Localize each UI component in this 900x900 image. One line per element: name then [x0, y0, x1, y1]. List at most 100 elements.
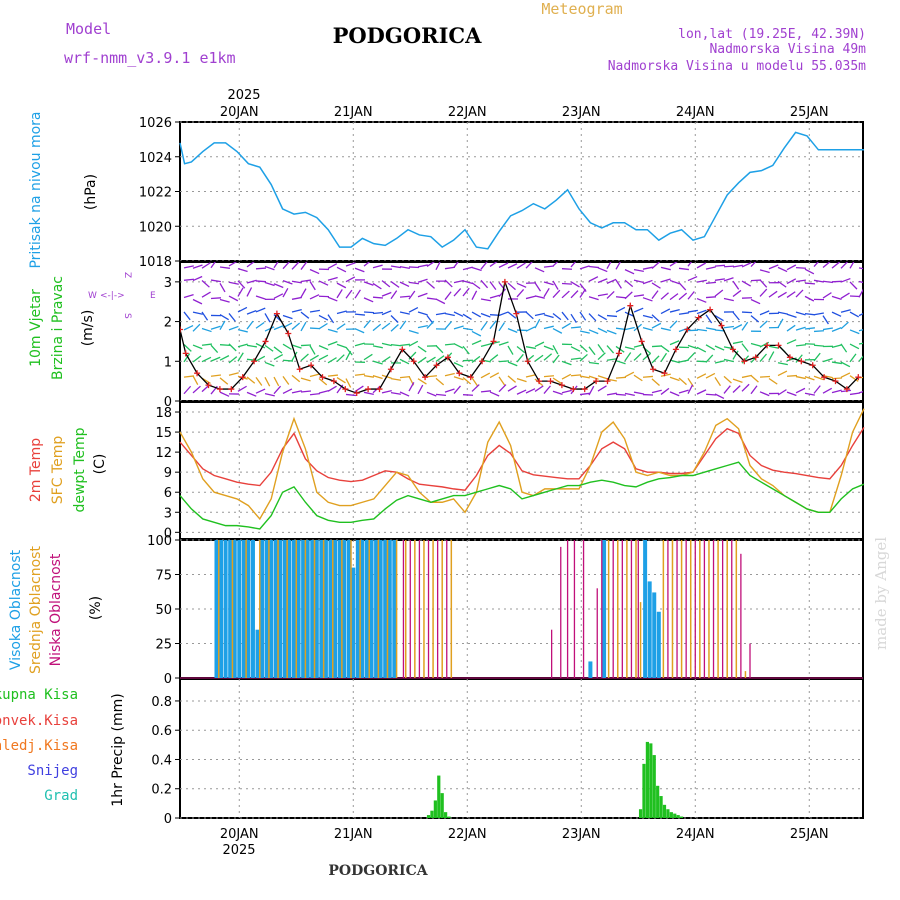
wind-arrow — [327, 314, 335, 324]
wind-arrow — [354, 267, 365, 273]
temp-ylabel2: SFC Temp — [50, 436, 66, 505]
wind-arrow — [588, 296, 599, 301]
wind-arrow — [210, 325, 221, 330]
wind-speed-point — [786, 354, 793, 361]
cloud-bar-high — [301, 540, 306, 678]
wind-arrow — [714, 264, 726, 267]
wind-arrow — [795, 326, 806, 331]
wind-arrow — [435, 393, 447, 396]
wind-arrow — [669, 376, 680, 382]
wind-arrow — [246, 309, 257, 315]
wind-arrow — [480, 279, 489, 289]
wind-arrow — [588, 385, 595, 396]
cloud-bar-high — [337, 540, 342, 678]
wind-arrow — [516, 288, 525, 298]
wind-arrow — [552, 328, 563, 334]
wind-arrow — [228, 281, 239, 285]
cloud-bar-high — [364, 540, 369, 678]
wind-arrow — [246, 279, 257, 284]
wind-arrow — [687, 384, 694, 395]
wind-arrow — [552, 313, 562, 321]
model-name: wrf-nmm_v3.9.1 e1km — [64, 49, 236, 67]
wind-arrow — [588, 313, 597, 322]
wind-arrow — [642, 326, 653, 331]
wind-arrow — [399, 358, 410, 365]
wind-arrow — [840, 292, 850, 299]
wind-arrow — [642, 297, 653, 302]
wind-arrow — [822, 280, 834, 284]
wind-arrow — [408, 382, 415, 392]
wind-speed-point — [330, 378, 337, 385]
wind-arrow — [246, 262, 255, 268]
wind-arrow — [543, 353, 553, 361]
y-tick-label: 6 — [164, 486, 172, 501]
wind-arrow — [309, 281, 316, 291]
precip-ylabel-text: 1hr Precip — [110, 736, 126, 807]
wind-arrow — [651, 282, 661, 289]
wind-arrow — [822, 262, 831, 268]
precip-bars — [426, 741, 684, 818]
wind-arrow — [309, 294, 320, 300]
wind-arrow — [741, 311, 753, 314]
wind-arrow — [687, 309, 698, 313]
wind-arrow — [219, 344, 231, 347]
wind-arrow — [534, 318, 541, 329]
wind-arrow — [264, 281, 275, 287]
wind-arrow — [822, 292, 832, 299]
wind-arrow — [498, 384, 507, 393]
wind-arrow — [246, 287, 253, 297]
wind-arrow — [723, 297, 734, 302]
wind-speed-point — [650, 366, 657, 373]
temp-ylabel3: dewpt Temp — [72, 427, 88, 512]
wind-arrow — [642, 375, 654, 378]
precip-bar — [437, 775, 441, 818]
precip-bar — [638, 809, 643, 818]
wind-arrow — [651, 262, 660, 269]
wind-arrow — [381, 280, 391, 288]
cloud-bar-high — [342, 540, 347, 678]
legend-item: Grad — [44, 788, 78, 804]
wind-arrow — [849, 392, 860, 396]
cloud-bar-high — [264, 540, 269, 678]
model-label: Model — [66, 20, 111, 38]
wind-arrow — [417, 292, 428, 298]
wind-arrow — [210, 297, 222, 300]
wind-arrow — [228, 262, 238, 267]
wind-speed-point — [399, 346, 406, 353]
wind-arrow — [444, 291, 452, 301]
wind-arrow — [723, 358, 734, 363]
wind-arrow — [732, 264, 743, 268]
wind-arrow — [696, 309, 707, 315]
wind-arrow — [390, 391, 401, 395]
wind-arrow — [327, 357, 337, 364]
wind-arrow — [660, 308, 671, 315]
wind-arrow — [192, 355, 202, 363]
wind-arrow — [255, 376, 263, 386]
wind-arrow — [237, 343, 248, 348]
wind-arrow — [615, 360, 626, 365]
wind-arrow — [471, 311, 482, 318]
wind-arrow — [660, 278, 671, 283]
wind-arrow — [597, 314, 608, 321]
wind-arrow — [633, 374, 643, 382]
wind-arrow — [561, 311, 569, 321]
wind-arrow — [696, 279, 707, 283]
wind-arrow — [291, 390, 302, 394]
wind-arrow — [462, 266, 473, 271]
wind-arrow — [588, 265, 600, 269]
wind-arrow — [336, 343, 347, 349]
wind-arrow — [345, 350, 352, 361]
wind-arrow — [732, 289, 742, 298]
wind-arrow — [525, 388, 536, 394]
wind-arrow — [354, 328, 365, 334]
wind-arrow — [813, 352, 821, 362]
wind-arrow — [399, 320, 407, 330]
cloud-bar-high — [260, 540, 265, 678]
wind-arrow — [732, 340, 743, 345]
wind-arrow — [219, 314, 229, 321]
wind-arrow — [390, 377, 401, 381]
compass-arrows: <-|-> — [100, 291, 125, 301]
y-tick-label: 0.8 — [151, 695, 172, 710]
wind-arrow — [831, 311, 842, 317]
cloud-bar-high — [378, 540, 383, 678]
